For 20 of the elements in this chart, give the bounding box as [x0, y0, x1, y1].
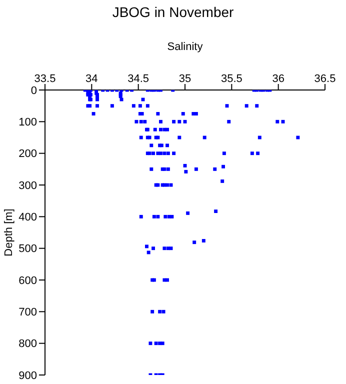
- x-tick-label: 33.5: [34, 73, 56, 85]
- y-axis-title: Depth [m]: [2, 208, 15, 256]
- x-tick-label: 35.5: [220, 73, 242, 85]
- x-tick-label: 36: [272, 73, 284, 85]
- y-tick-label: 0: [30, 84, 37, 97]
- y-tick-label: 200: [18, 148, 37, 160]
- y-tick-label: 900: [18, 370, 37, 382]
- y-tick-label: 800: [18, 338, 37, 350]
- y-tick-label: 500: [18, 243, 37, 256]
- x-axis-title: Salinity: [167, 40, 204, 53]
- y-tick-label: 300: [18, 180, 37, 192]
- chart-title: JBOG in November: [111, 4, 235, 20]
- y-tick-label: 600: [18, 274, 37, 287]
- x-tick-label: 34: [86, 73, 98, 85]
- y-tick-label: 100: [18, 116, 37, 129]
- y-tick-label: 400: [18, 212, 37, 224]
- y-tick-label: 700: [18, 306, 37, 319]
- x-tick-label: 36.5: [314, 73, 336, 85]
- x-tick-label: 34.5: [128, 73, 150, 85]
- x-tick-label: 35: [178, 73, 192, 85]
